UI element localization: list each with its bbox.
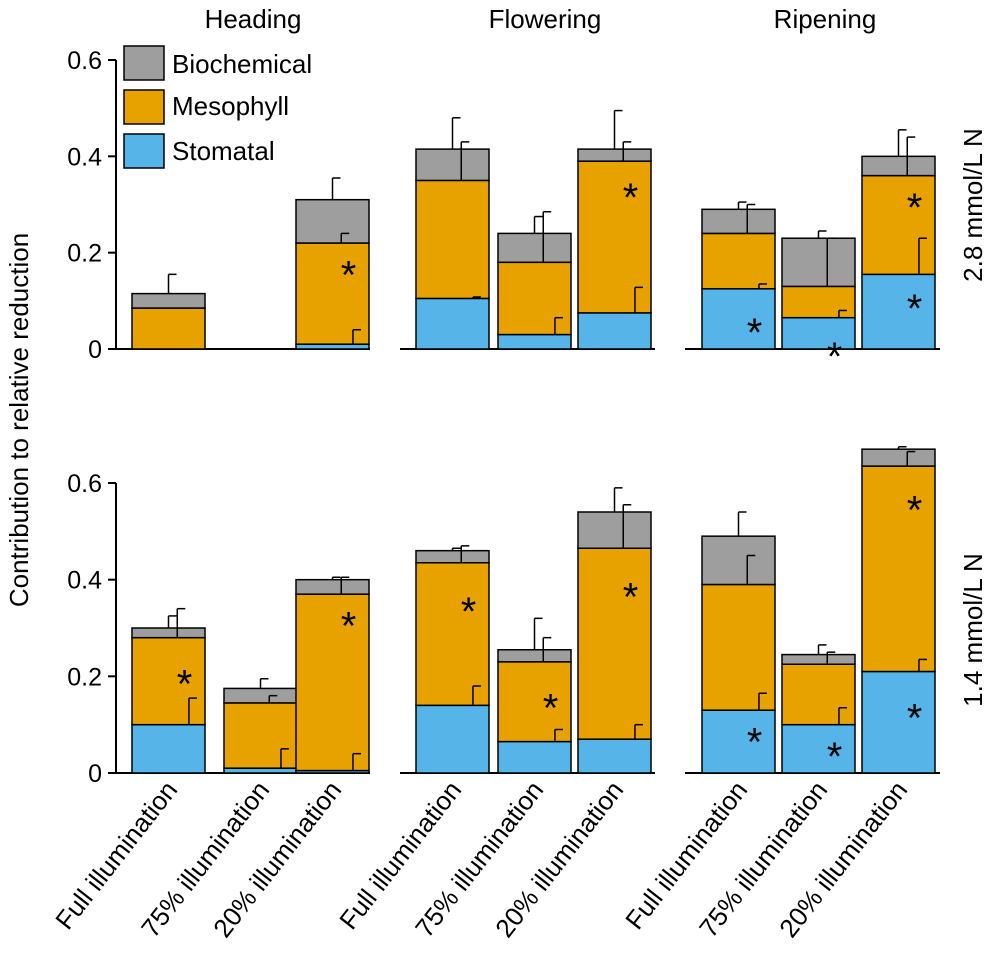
y-tick-label: 0.6	[67, 47, 102, 75]
bar-segment-stomatal	[131, 723, 206, 774]
legend-label-biochemical: Biochemical	[172, 49, 312, 79]
y-tick-label: 0	[88, 760, 102, 788]
bar-segment-biochemical	[577, 511, 652, 549]
y-tick-label: 0.2	[67, 240, 102, 268]
bar-segment-biochemical	[497, 649, 572, 663]
bar-segment-stomatal	[701, 709, 776, 774]
bar-segment-biochemical	[701, 208, 776, 235]
bar-segment-mesophyll	[577, 547, 652, 740]
bar-segment-biochemical	[781, 237, 856, 288]
bar-segment-biochemical	[415, 549, 490, 564]
y-tick-label: 0	[88, 336, 102, 364]
legend-swatch-mesophyll	[123, 89, 165, 125]
stage-label-flowering: Flowering	[489, 4, 602, 34]
y-tick-label: 0.4	[67, 143, 102, 171]
panel-label-top: 2.8 mmol/L N	[958, 128, 988, 282]
bar-segment-mesophyll	[861, 174, 936, 276]
bar-segment-mesophyll	[131, 636, 206, 726]
bar-segment-mesophyll	[781, 663, 856, 726]
bar-segment-biochemical	[131, 292, 206, 309]
bar-segment-stomatal	[497, 740, 572, 774]
bar-segment-mesophyll	[701, 583, 776, 711]
bar-segment-stomatal	[861, 670, 936, 774]
significance-star: *	[461, 590, 477, 634]
stage-label-ripening: Ripening	[774, 4, 877, 34]
panel-top: 0 0.2 0.4 0.6 * * * * * *	[67, 47, 940, 379]
bar-segment-stomatal	[577, 738, 652, 774]
panel-label-bottom: 1.4 mmol/L N	[958, 553, 988, 707]
bar-segment-biochemical	[223, 687, 298, 704]
y-axis-label: Contribution to relative reduction	[4, 233, 34, 607]
significance-star: *	[623, 576, 639, 620]
bar-segment-biochemical	[295, 578, 370, 595]
bar-segment-mesophyll	[861, 465, 936, 673]
legend: Biochemical Mesophyll Stomatal	[123, 45, 312, 169]
x-category-label: 20% illumination	[207, 775, 347, 943]
bar-segment-biochemical	[861, 448, 936, 467]
significance-star: *	[341, 253, 357, 297]
bar-segment-biochemical	[415, 148, 490, 182]
significance-star: *	[827, 735, 843, 779]
y-tick-label: 0.2	[67, 663, 102, 691]
significance-star: *	[907, 186, 923, 230]
legend-swatch-stomatal	[123, 133, 165, 169]
bar-segment-stomatal	[415, 704, 490, 774]
bar-segment-mesophyll	[701, 232, 776, 290]
bar-segment-mesophyll	[415, 562, 490, 707]
bar-segment-mesophyll	[131, 307, 206, 350]
bar-segment-mesophyll	[223, 702, 298, 769]
panel-bottom: 0 0.2 0.4 0.6 * * * * * * * * *	[67, 446, 940, 788]
bar-segment-mesophyll	[415, 179, 490, 300]
bar-segment-biochemical	[497, 232, 572, 264]
bar-segment-stomatal	[497, 333, 572, 350]
bar-segment-biochemical	[861, 155, 936, 177]
significance-star: *	[747, 721, 763, 765]
significance-star: *	[907, 287, 923, 331]
significance-star: *	[827, 335, 843, 379]
significance-star: *	[177, 663, 193, 707]
bar-segment-biochemical	[577, 148, 652, 162]
y-tick-label: 0.4	[67, 567, 102, 595]
legend-label-mesophyll: Mesophyll	[172, 91, 289, 121]
legend-swatch-biochemical	[123, 45, 165, 81]
bar-segment-mesophyll	[781, 285, 856, 319]
significance-star: *	[907, 489, 923, 533]
significance-star: *	[341, 605, 357, 649]
bar-segment-stomatal	[781, 316, 856, 350]
bar-segment-biochemical	[295, 198, 370, 244]
bar-segment-stomatal	[577, 312, 652, 350]
y-tick-label: 0.6	[67, 470, 102, 498]
bar-segment-mesophyll	[577, 160, 652, 314]
bar-segment-mesophyll	[497, 261, 572, 336]
bar-segment-biochemical	[131, 627, 206, 639]
bar-segment-biochemical	[701, 535, 776, 586]
stage-label-heading: Heading	[205, 4, 302, 34]
significance-star: *	[907, 696, 923, 740]
bar-segment-stomatal	[415, 297, 490, 350]
bar-segment-stomatal	[781, 723, 856, 774]
significance-star: *	[623, 176, 639, 220]
bar-segment-biochemical	[781, 653, 856, 665]
bar-segment-stomatal	[861, 273, 936, 350]
bar-segment-mesophyll	[295, 593, 370, 772]
significance-star: *	[543, 687, 559, 731]
bar-segment-stomatal	[701, 288, 776, 350]
legend-label-stomatal: Stomatal	[172, 136, 275, 166]
significance-star: *	[747, 311, 763, 355]
bar-segment-mesophyll	[497, 661, 572, 743]
